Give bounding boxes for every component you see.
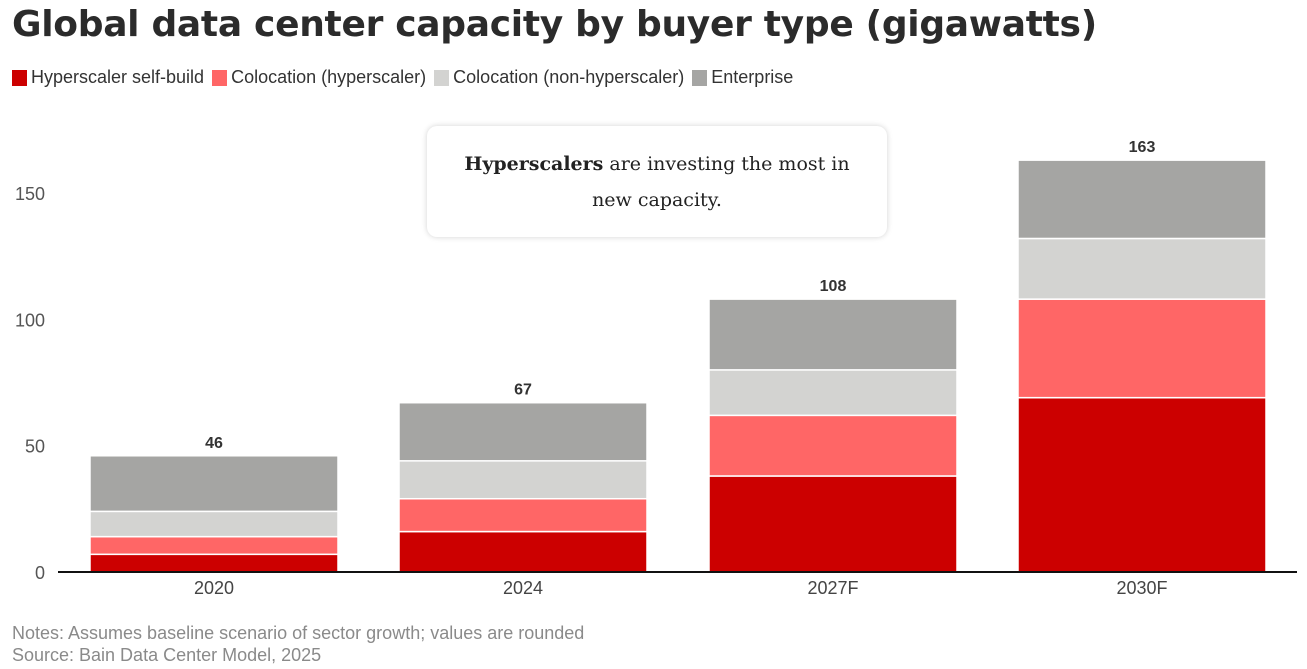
bar-total-label: 163 xyxy=(1129,139,1156,156)
legend-swatch xyxy=(434,69,450,86)
legend-label: Hyperscaler self-build xyxy=(31,67,205,87)
bar-segment-colocation-hyperscaler xyxy=(89,535,339,556)
legend-item-enterprise: Enterprise xyxy=(692,67,793,88)
legend-item-colocation-non-hyperscaler: Colocation (non-hyperscaler) xyxy=(434,67,684,88)
bar-segment-colocation-hyperscaler xyxy=(708,414,958,477)
bar-segment-hyperscaler-self-build xyxy=(1017,396,1267,573)
legend-item-colocation-hyperscaler: Colocation (hyperscaler) xyxy=(212,67,426,88)
notes: Notes: Assumes baseline scenario of sect… xyxy=(12,622,584,666)
bar-total-label: 46 xyxy=(205,435,223,452)
x-tick-label: 2020 xyxy=(194,578,234,598)
callout-bold: Hyperscalers xyxy=(464,152,604,175)
notes-line: Notes: Assumes baseline scenario of sect… xyxy=(12,623,585,643)
legend-label: Colocation (hyperscaler) xyxy=(231,67,427,87)
bar-segment-colocation-non-hyperscaler xyxy=(398,460,648,500)
legend-swatch xyxy=(12,69,27,86)
bar-segment-enterprise xyxy=(1017,159,1267,240)
legend-item-hyperscaler-self-build: Hyperscaler self-build xyxy=(12,67,204,88)
x-tick-label: 2027F xyxy=(807,578,858,598)
source-line: Source: Bain Data Center Model, 2025 xyxy=(12,645,322,665)
legend-swatch xyxy=(692,69,708,86)
bar-segment-colocation-non-hyperscaler xyxy=(89,510,339,538)
legend-label: Enterprise xyxy=(711,67,794,87)
legend-swatch xyxy=(212,69,228,86)
bar-segment-hyperscaler-self-build xyxy=(708,475,958,573)
bar-segment-hyperscaler-self-build xyxy=(398,530,648,573)
bar-total-label: 67 xyxy=(514,382,532,399)
bar-segment-colocation-hyperscaler xyxy=(1017,298,1267,399)
bar-segment-colocation-hyperscaler xyxy=(398,497,648,533)
y-tick-label: 0 xyxy=(35,563,45,583)
callout-box: Hyperscalers are investing the most in n… xyxy=(427,126,887,237)
bar-segment-colocation-non-hyperscaler xyxy=(1017,237,1267,300)
x-tick-label: 2030F xyxy=(1116,578,1167,598)
bar-segment-enterprise xyxy=(708,298,958,371)
y-tick-label: 100 xyxy=(15,310,45,330)
legend-label: Colocation (non-hyperscaler) xyxy=(453,67,685,87)
bar-total-label: 108 xyxy=(820,278,847,295)
callout-rest: are investing the most in new capacity. xyxy=(592,152,850,211)
chart-title: Global data center capacity by buyer typ… xyxy=(12,4,1097,45)
y-tick-label: 50 xyxy=(25,437,45,457)
bar-segment-enterprise xyxy=(398,401,648,462)
y-tick-label: 150 xyxy=(15,184,45,204)
legend: Hyperscaler self-build Colocation (hyper… xyxy=(12,67,801,88)
bar-segment-hyperscaler-self-build xyxy=(89,553,339,573)
bar-segment-enterprise xyxy=(89,455,339,513)
bar-segment-colocation-non-hyperscaler xyxy=(708,369,958,417)
x-tick-label: 2024 xyxy=(503,578,543,598)
callout-text: Hyperscalers are investing the most in n… xyxy=(457,146,857,218)
